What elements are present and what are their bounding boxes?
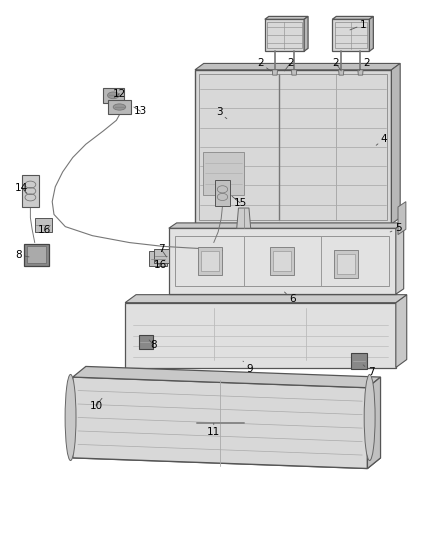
Polygon shape <box>398 201 406 235</box>
Polygon shape <box>108 100 131 114</box>
Text: 16: 16 <box>38 225 51 236</box>
Text: 8: 8 <box>16 250 29 260</box>
Text: 5: 5 <box>390 223 401 233</box>
Polygon shape <box>396 223 404 294</box>
Text: 13: 13 <box>134 106 147 116</box>
Polygon shape <box>265 17 308 19</box>
Polygon shape <box>195 70 392 224</box>
Polygon shape <box>198 247 222 275</box>
Text: 16: 16 <box>153 260 167 270</box>
Text: 2: 2 <box>333 59 341 71</box>
Text: 7: 7 <box>363 365 374 377</box>
Text: 2: 2 <box>359 59 370 71</box>
Polygon shape <box>27 246 46 263</box>
Polygon shape <box>265 19 304 51</box>
Polygon shape <box>237 208 251 228</box>
Polygon shape <box>369 17 373 51</box>
Polygon shape <box>201 251 219 271</box>
Text: 11: 11 <box>207 423 220 438</box>
Polygon shape <box>35 217 52 232</box>
Ellipse shape <box>113 104 126 110</box>
Text: 3: 3 <box>215 107 227 119</box>
Text: 2: 2 <box>285 59 293 71</box>
Polygon shape <box>291 70 297 75</box>
Polygon shape <box>273 251 291 271</box>
Polygon shape <box>367 377 381 469</box>
Polygon shape <box>103 88 124 103</box>
Ellipse shape <box>108 92 119 99</box>
Polygon shape <box>25 244 49 266</box>
Text: 2: 2 <box>257 59 271 71</box>
Text: 8: 8 <box>149 340 157 350</box>
Polygon shape <box>154 249 169 263</box>
Text: 15: 15 <box>232 196 247 208</box>
Polygon shape <box>215 180 230 206</box>
Polygon shape <box>351 353 367 369</box>
Polygon shape <box>125 303 396 368</box>
Text: 6: 6 <box>285 292 296 304</box>
Text: 9: 9 <box>243 361 253 374</box>
Polygon shape <box>332 19 369 51</box>
Polygon shape <box>392 63 400 224</box>
Text: 7: 7 <box>158 245 166 257</box>
Polygon shape <box>358 70 363 75</box>
Polygon shape <box>334 250 358 278</box>
Polygon shape <box>339 70 344 75</box>
Ellipse shape <box>65 374 76 461</box>
Polygon shape <box>169 228 396 294</box>
Text: 10: 10 <box>89 398 102 411</box>
Ellipse shape <box>364 374 375 461</box>
Polygon shape <box>149 251 166 266</box>
Polygon shape <box>304 17 308 51</box>
Polygon shape <box>73 377 367 469</box>
Polygon shape <box>169 223 404 228</box>
Polygon shape <box>332 17 373 19</box>
Polygon shape <box>272 70 278 75</box>
Polygon shape <box>203 152 244 195</box>
Polygon shape <box>195 63 400 70</box>
Polygon shape <box>73 447 381 469</box>
Text: 14: 14 <box>15 183 28 193</box>
Text: 4: 4 <box>376 134 387 146</box>
Text: 12: 12 <box>113 88 126 99</box>
Polygon shape <box>337 254 355 274</box>
Polygon shape <box>139 335 152 350</box>
Polygon shape <box>270 247 294 275</box>
Polygon shape <box>22 175 39 207</box>
Polygon shape <box>73 367 381 387</box>
Polygon shape <box>396 295 407 368</box>
Polygon shape <box>125 295 407 303</box>
Text: 1: 1 <box>350 20 367 30</box>
